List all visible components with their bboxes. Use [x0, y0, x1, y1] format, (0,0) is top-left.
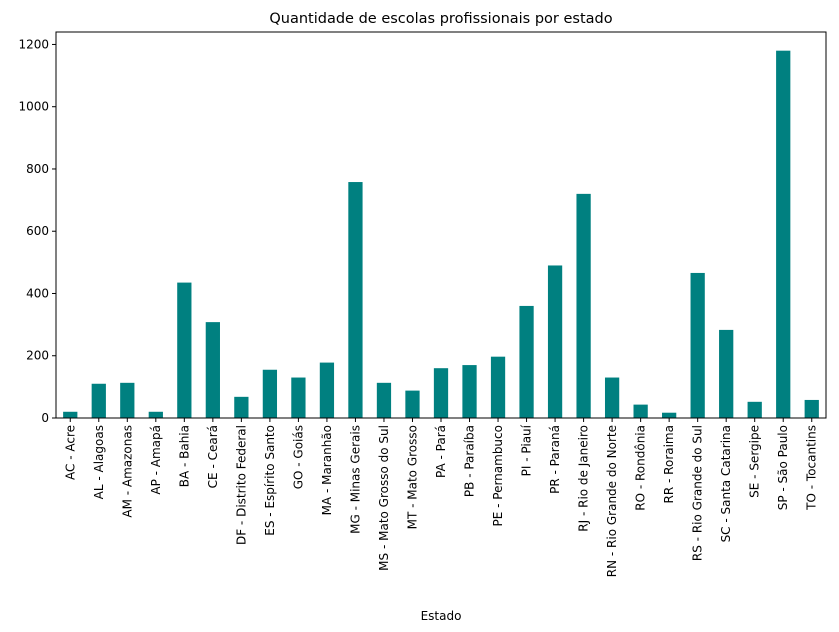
bar-4	[177, 282, 192, 418]
y-tick-label: 1000	[18, 100, 49, 114]
y-tick-label: 200	[26, 349, 49, 363]
bar-26	[804, 399, 819, 418]
bar-18	[576, 193, 591, 418]
bar-10	[348, 182, 363, 418]
x-tick-label: BA - Bahia	[177, 425, 191, 487]
x-tick-label: GO - Goiás	[291, 425, 305, 489]
bar-2	[120, 382, 135, 418]
bar-6	[234, 396, 249, 418]
bar-13	[433, 368, 449, 418]
bar-24	[747, 401, 762, 418]
bars-group	[63, 50, 819, 418]
bar-16	[519, 305, 534, 418]
bar-0	[63, 411, 78, 418]
x-tick-label: RN - Rio Grande do Norte	[605, 425, 619, 577]
chart-title: Quantidade de escolas profissionais por …	[269, 11, 612, 27]
bar-22	[690, 272, 705, 418]
y-axis: 0 200 400 600 800 1000 1200	[18, 37, 56, 425]
x-tick-label: AL - Alagoas	[92, 425, 106, 499]
bar-11	[376, 382, 392, 418]
bar-23	[719, 329, 734, 418]
x-tick-label: PE - Pernambuco	[491, 425, 505, 527]
bar-25	[776, 50, 791, 418]
bar-7	[262, 369, 278, 418]
x-tick-label: PI - Piauí	[520, 424, 534, 476]
x-tick-label: CE - Ceará	[206, 425, 220, 488]
x-tick-label: SP - São Paulo	[776, 425, 790, 510]
bar-1	[91, 383, 106, 418]
x-tick-label: RO - Rondônia	[634, 425, 648, 511]
x-tick-label: DF - Distrito Federal	[234, 425, 248, 545]
x-tick-label: PA - Pará	[434, 425, 448, 478]
x-tick-label: RJ - Rio de Janeiro	[577, 425, 591, 532]
x-tick-label: RR - Roraima	[662, 425, 676, 503]
y-tick-label: 0	[41, 411, 49, 425]
x-tick-label: MT - Mato Grosso	[405, 425, 419, 529]
x-axis-label: Estado	[421, 609, 462, 623]
x-tick-label: AP - Amapá	[149, 425, 163, 495]
bar-15	[490, 356, 506, 418]
x-tick-label: TO - Tocantins	[805, 425, 819, 511]
bar-3	[148, 411, 163, 418]
x-tick-label: AC - Acre	[63, 425, 77, 480]
y-tick-label: 800	[26, 162, 49, 176]
bar-14	[462, 365, 477, 418]
bar-21	[662, 412, 677, 418]
x-axis: AC - Acre AL - Alagoas AM - Amazonas AP - A…	[63, 418, 819, 577]
x-tick-label: PB - Paraíba	[463, 425, 477, 497]
x-tick-label: MG - Minas Gerais	[348, 425, 362, 534]
y-tick-label: 1200	[18, 37, 49, 51]
x-tick-label: MS - Mato Grosso do Sul	[377, 425, 391, 571]
bar-19	[604, 377, 620, 418]
x-tick-label: ES - Espírito Santo	[263, 425, 277, 536]
x-tick-label: RS - Rio Grande do Sul	[691, 425, 705, 561]
bar-20	[633, 404, 648, 418]
x-tick-label: SC - Santa Catarina	[719, 425, 733, 542]
x-tick-label: SE - Sergipe	[748, 425, 762, 498]
bar-8	[291, 377, 306, 418]
y-tick-label: 400	[26, 286, 49, 300]
x-tick-label: PR - Paraná	[548, 425, 562, 494]
bar-5	[205, 322, 220, 418]
x-tick-label: MA - Maranhão	[320, 425, 334, 515]
bar-9	[319, 362, 335, 418]
plot-frame	[55, 31, 827, 419]
bar-12	[405, 390, 420, 418]
x-tick-label: AM - Amazonas	[120, 425, 134, 518]
bar-17	[547, 265, 563, 418]
y-tick-label: 600	[26, 224, 49, 238]
